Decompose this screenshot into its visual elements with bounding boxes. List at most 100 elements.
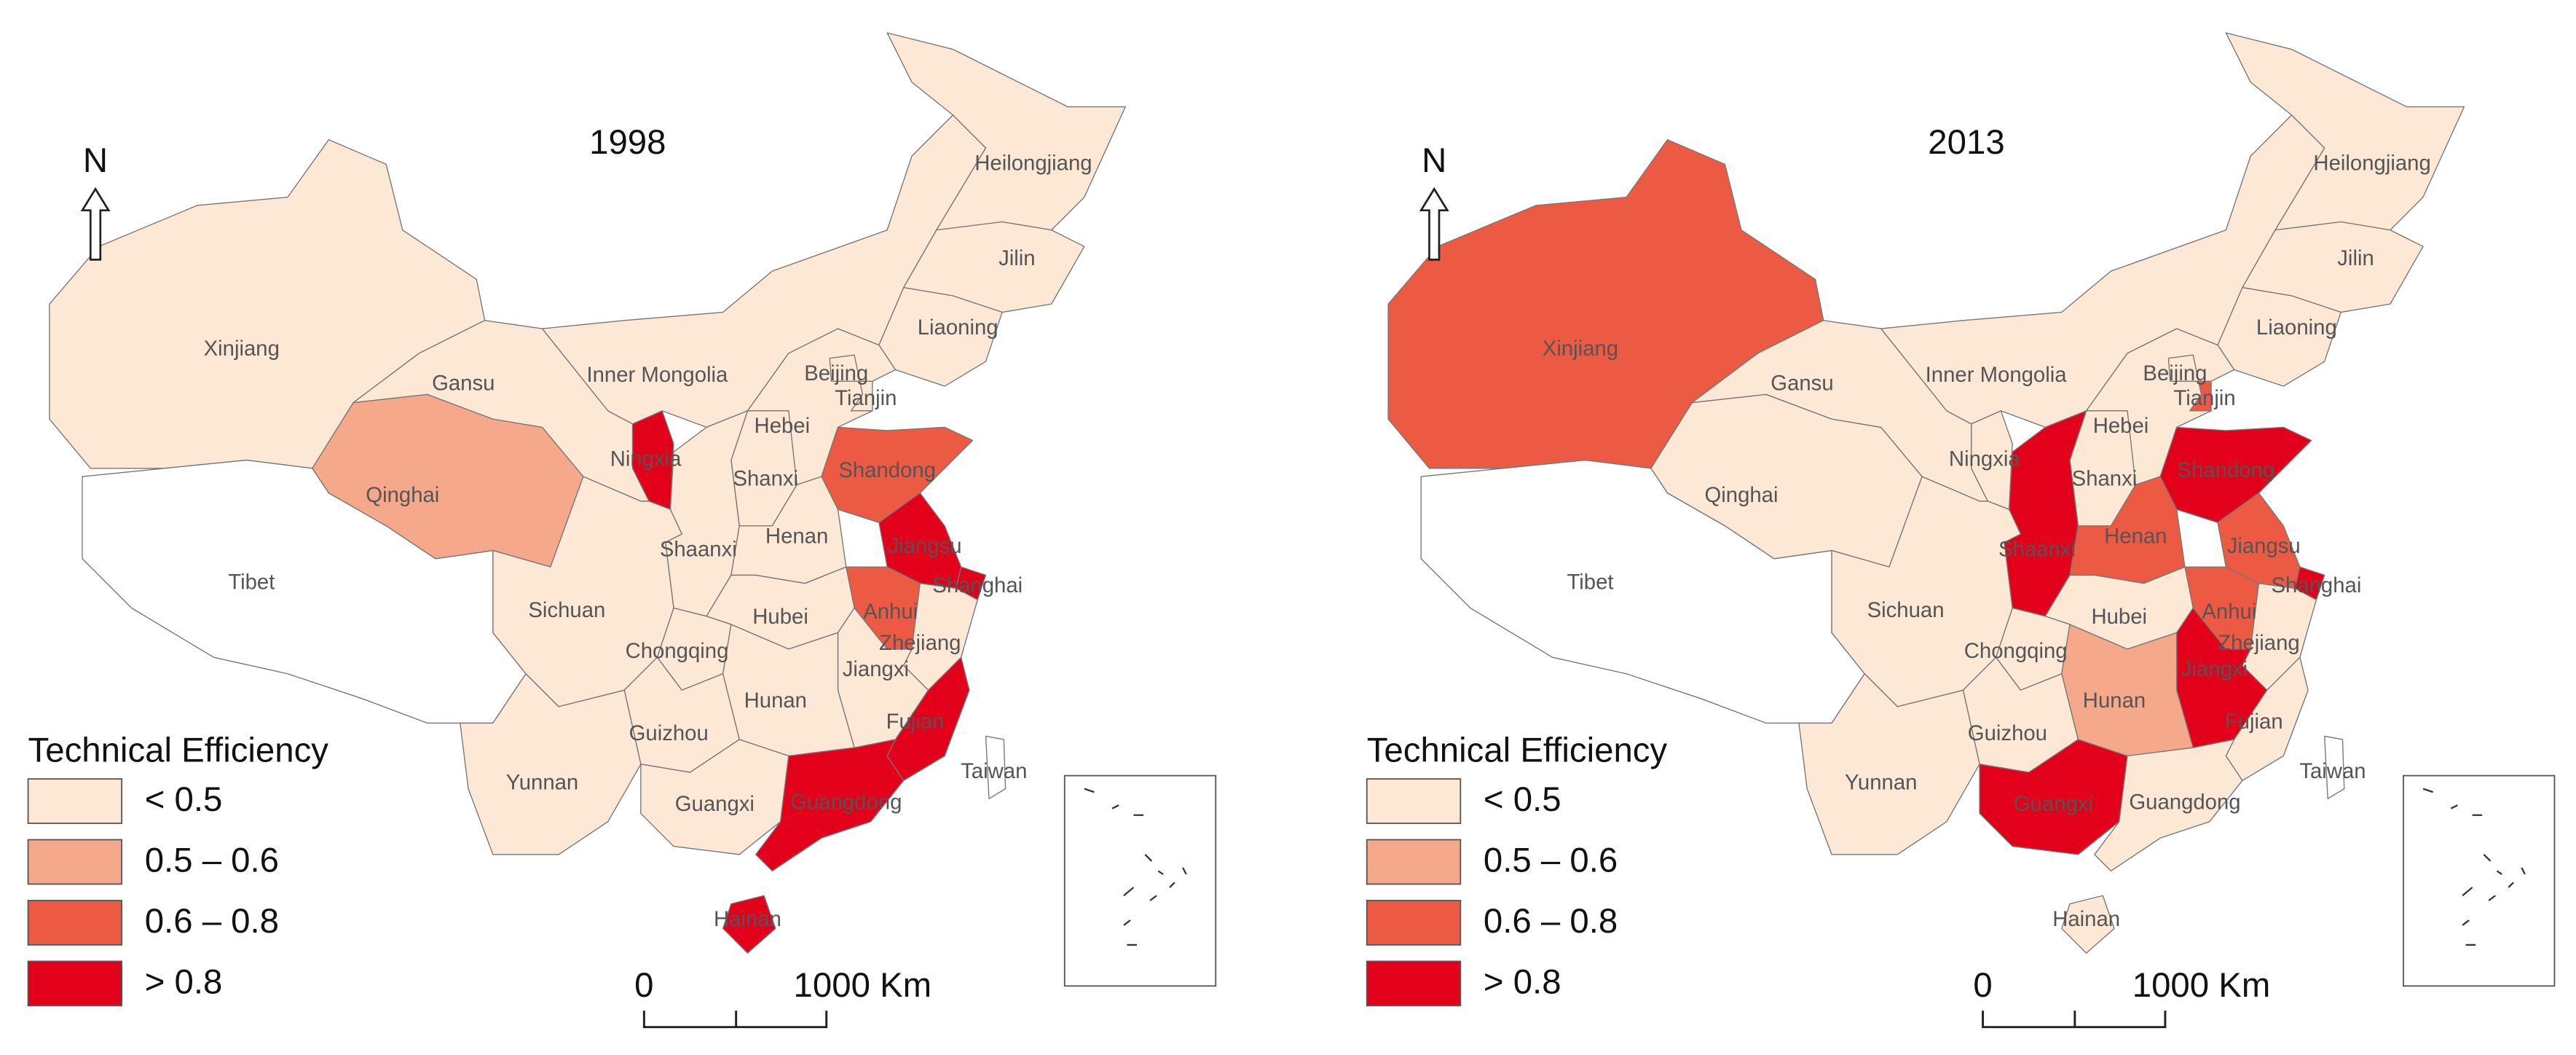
province-label: Shanxi (2072, 466, 2138, 490)
province-label: Shanghai (2271, 573, 2361, 597)
legend-title: Technical Efficiency (1367, 732, 1668, 770)
province-label: Ningxia (610, 447, 682, 471)
province-label: Tibet (1567, 570, 1613, 594)
legend-swatch (27, 960, 123, 1007)
province-label: Chongqing (1964, 639, 2068, 663)
province-label: Heilongjiang (2313, 151, 2430, 175)
province-label: Jiangsu (2227, 534, 2301, 558)
province-label: Henan (2104, 524, 2167, 548)
legend-swatch (1366, 960, 1462, 1007)
province-label: Fujian (2225, 710, 2283, 734)
province (985, 735, 1007, 799)
province-label: Guizhou (1968, 721, 2047, 745)
province-label: Hubei (2091, 605, 2147, 629)
map-panel: Xinjiang Tibet Qinghai Gansu Inner Mongolia N… (27, 32, 1217, 1029)
province-label: Yunnan (1845, 771, 1917, 795)
legend-label: < 0.5 (1484, 780, 1561, 819)
province-label: Hubei (752, 605, 808, 629)
province-label: Anhui (2202, 600, 2256, 624)
legend-swatch (1366, 778, 1462, 824)
scale-start: 0 (634, 966, 653, 1005)
province-label: Qinghai (1704, 483, 1778, 507)
province-label: Guizhou (629, 721, 709, 745)
province-label: Gansu (1770, 372, 1833, 396)
province-label: Shanxi (733, 466, 798, 490)
legend-swatch (1366, 839, 1462, 885)
province-label: Shandong (2178, 458, 2275, 482)
province-label: Yunnan (506, 771, 578, 795)
province-label: Chongqing (626, 639, 729, 663)
province (2061, 895, 2115, 954)
legend-label: 0.6 – 0.8 (1484, 902, 1618, 941)
legend-swatch (1366, 900, 1462, 946)
inset-frame (2403, 774, 2556, 987)
province (821, 426, 974, 523)
province-label: Jilin (2337, 246, 2374, 270)
scale-end: 1000 Km (2132, 966, 2271, 1005)
legend-title: Technical Efficiency (28, 732, 329, 770)
north-label: N (1422, 141, 1446, 180)
province-label: Hunan (2083, 689, 2146, 713)
inset-islands (2422, 788, 2526, 946)
inset-frame (1063, 774, 1217, 987)
province-label: Anhui (863, 600, 918, 624)
province-label: Hebei (755, 414, 811, 438)
north-arrow (1419, 187, 1449, 261)
map-title: 2013 (1928, 123, 2004, 162)
province-label: Shaanxi (660, 537, 737, 561)
province-label: Hebei (2093, 414, 2149, 438)
province-label: Hainan (2052, 907, 2120, 931)
province-label: Fujian (886, 710, 945, 734)
province-label: Guangdong (2129, 791, 2240, 815)
province-label: Tibet (228, 570, 275, 594)
scale-bar (642, 1011, 828, 1029)
province-label: Sichuan (1867, 598, 1945, 622)
legend-swatch (27, 839, 123, 885)
province-label: Guangdong (790, 791, 902, 815)
province (722, 895, 776, 954)
legend-label: 0.5 – 0.6 (145, 842, 279, 880)
province-label: Taiwan (2299, 759, 2366, 783)
legend-label: > 0.8 (1484, 963, 1561, 1002)
province-label: Heilongjiang (974, 151, 1092, 175)
province-label: Beijing (2143, 361, 2207, 385)
province (755, 739, 905, 872)
province-label: Shanghai (932, 573, 1023, 597)
legend-label: 0.5 – 0.6 (1484, 842, 1618, 880)
province-label: Hunan (744, 689, 807, 713)
province-label: Shandong (838, 458, 936, 482)
scale-start: 0 (1973, 966, 1992, 1005)
province (2159, 426, 2312, 523)
province-label: Gansu (432, 372, 495, 396)
province-label: Jiangxi (2181, 657, 2248, 681)
province-label: Sichuan (528, 598, 605, 622)
province-label: Inner Mongolia (1926, 363, 2068, 387)
province (2094, 739, 2243, 872)
province-label: Tianjin (2173, 386, 2235, 410)
legend-swatch (27, 778, 123, 824)
legend-label: < 0.5 (145, 780, 223, 819)
province (2324, 735, 2345, 799)
province-label: Jiangsu (889, 534, 962, 558)
province-label: Guangxi (2014, 792, 2093, 816)
scale-end: 1000 Km (794, 966, 932, 1005)
province-label: Liaoning (2256, 315, 2337, 340)
province-label: Shaanxi (1998, 537, 2076, 561)
province-label: Ningxia (1949, 447, 2020, 471)
province-label: Qinghai (366, 483, 439, 507)
legend-swatch (27, 900, 123, 946)
province-label: Liaoning (918, 315, 999, 340)
scale-bar (1982, 1011, 2167, 1029)
province-label: Tianjin (835, 386, 897, 410)
province-label: Xinjiang (204, 337, 280, 361)
north-label: N (83, 141, 108, 180)
province-label: Beijing (804, 361, 868, 385)
province-label: Jilin (999, 246, 1036, 270)
province-label: Zhejiang (879, 631, 961, 655)
legend-label: 0.6 – 0.8 (145, 902, 279, 941)
map-panel: Xinjiang Tibet Qinghai Gansu Inner Mongolia N… (1366, 32, 2556, 1029)
legend-label: > 0.8 (145, 963, 223, 1002)
province-label: Zhejiang (2218, 631, 2299, 655)
north-arrow (80, 187, 111, 261)
